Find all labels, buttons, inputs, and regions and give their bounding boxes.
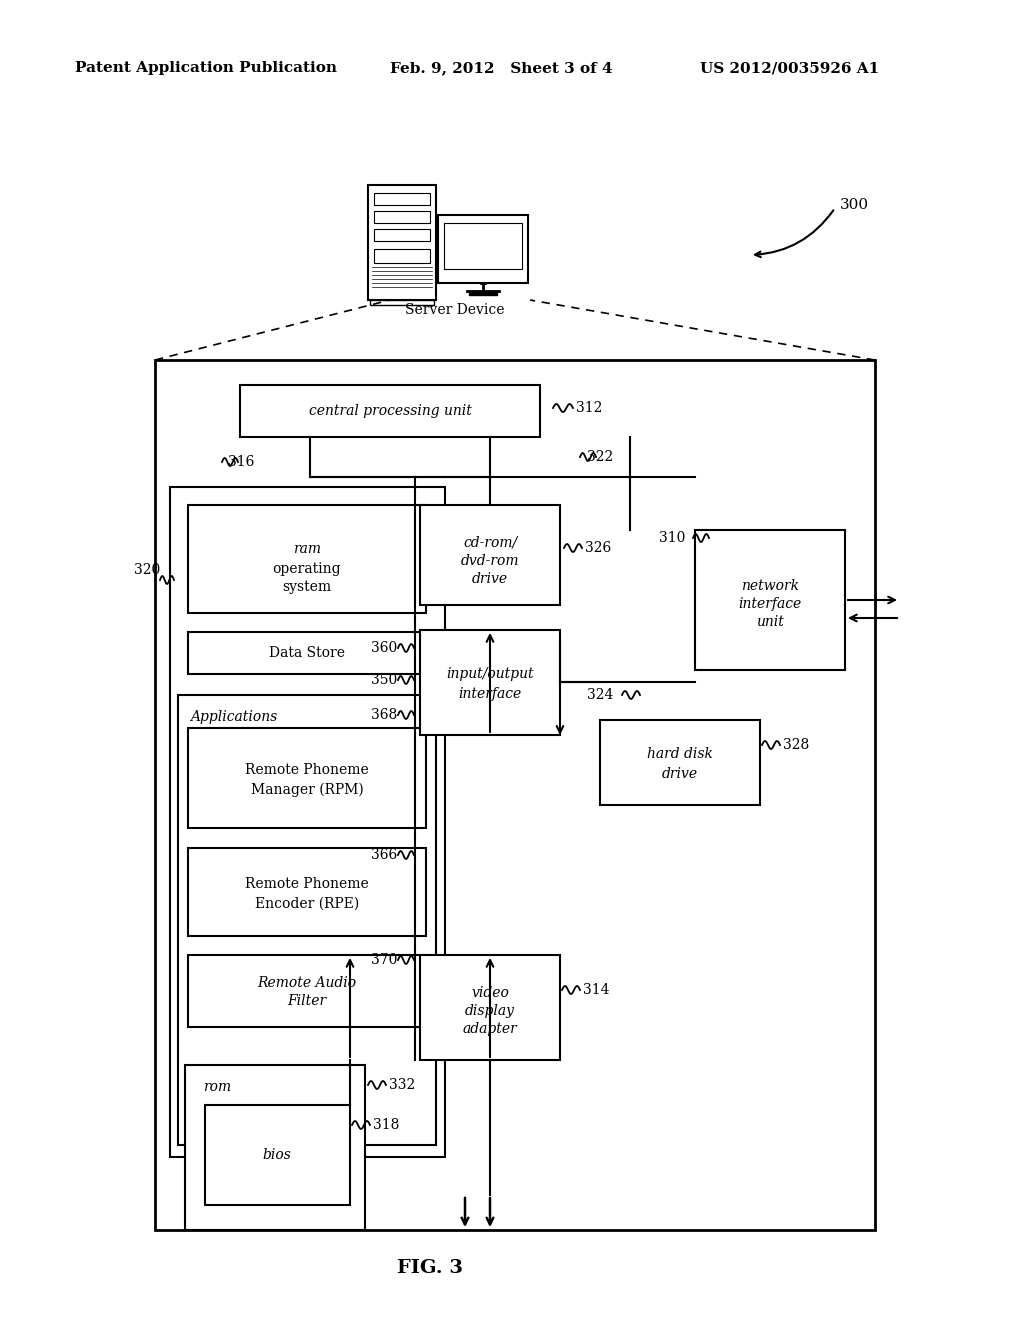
Text: 360: 360 [371, 642, 397, 655]
Text: 300: 300 [840, 198, 869, 213]
Bar [185, 1065, 365, 1230]
Text: Encoder (RPE): Encoder (RPE) [255, 898, 359, 911]
Text: input/output: input/output [446, 667, 534, 681]
Text: dvd-rom: dvd-rom [461, 554, 519, 568]
Text: ram: ram [293, 543, 321, 556]
Text: hard disk: hard disk [647, 747, 713, 762]
Text: 350: 350 [371, 673, 397, 686]
Text: network: network [741, 579, 799, 593]
Text: rom: rom [203, 1080, 231, 1094]
Bar [178, 696, 436, 1144]
Text: 322: 322 [587, 450, 613, 465]
Bar [188, 847, 426, 936]
Text: 316: 316 [228, 455, 254, 469]
Text: unit: unit [756, 615, 784, 630]
Text: US 2012/0035926 A1: US 2012/0035926 A1 [700, 61, 880, 75]
Bar [374, 211, 430, 223]
Text: 318: 318 [373, 1118, 399, 1133]
Bar [368, 185, 436, 300]
Bar [188, 954, 426, 1027]
Text: system: system [283, 579, 332, 594]
Text: interface: interface [459, 686, 521, 701]
Text: display: display [465, 1005, 515, 1018]
Text: FIG. 3: FIG. 3 [397, 1259, 463, 1276]
Bar [420, 506, 560, 605]
Bar [188, 506, 426, 612]
Text: cd-rom/: cd-rom/ [463, 536, 517, 550]
Bar [420, 630, 560, 735]
Text: 312: 312 [575, 401, 602, 414]
Bar [374, 228, 430, 242]
Text: Remote Audio: Remote Audio [257, 975, 356, 990]
Text: 366: 366 [371, 847, 397, 862]
Bar [374, 249, 430, 263]
Text: 368: 368 [371, 708, 397, 722]
Bar [444, 223, 522, 269]
Bar [205, 1105, 350, 1205]
Bar [188, 729, 426, 828]
Text: Filter: Filter [288, 994, 327, 1008]
Bar [188, 632, 426, 675]
Text: 326: 326 [585, 541, 611, 554]
Text: Remote Phoneme: Remote Phoneme [245, 876, 369, 891]
Text: 328: 328 [783, 738, 809, 752]
Bar [469, 290, 497, 294]
Text: Feb. 9, 2012   Sheet 3 of 4: Feb. 9, 2012 Sheet 3 of 4 [390, 61, 612, 75]
Text: video: video [471, 986, 509, 1001]
Bar [695, 531, 845, 671]
Text: bios: bios [262, 1148, 292, 1162]
Text: drive: drive [472, 572, 508, 586]
Bar [374, 193, 430, 205]
Text: 324: 324 [587, 688, 613, 702]
Bar [170, 487, 445, 1158]
Text: 314: 314 [583, 983, 609, 997]
Text: drive: drive [662, 767, 698, 781]
Bar [155, 360, 874, 1230]
Text: Remote Phoneme: Remote Phoneme [245, 763, 369, 777]
Text: 320: 320 [134, 564, 160, 577]
Text: Applications: Applications [190, 710, 278, 723]
Text: 370: 370 [371, 953, 397, 968]
Bar [438, 215, 528, 282]
Text: Patent Application Publication: Patent Application Publication [75, 61, 337, 75]
Text: adapter: adapter [463, 1022, 517, 1036]
Text: Data Store: Data Store [269, 645, 345, 660]
Text: 332: 332 [389, 1078, 416, 1092]
Text: Server Device: Server Device [406, 304, 505, 317]
Text: Manager (RPM): Manager (RPM) [251, 783, 364, 797]
Bar [370, 300, 434, 305]
Bar [420, 954, 560, 1060]
Bar [240, 385, 540, 437]
Text: interface: interface [738, 597, 802, 611]
Text: 310: 310 [658, 531, 685, 545]
Text: operating: operating [272, 562, 341, 576]
Bar [600, 719, 760, 805]
Text: central processing unit: central processing unit [308, 404, 471, 418]
